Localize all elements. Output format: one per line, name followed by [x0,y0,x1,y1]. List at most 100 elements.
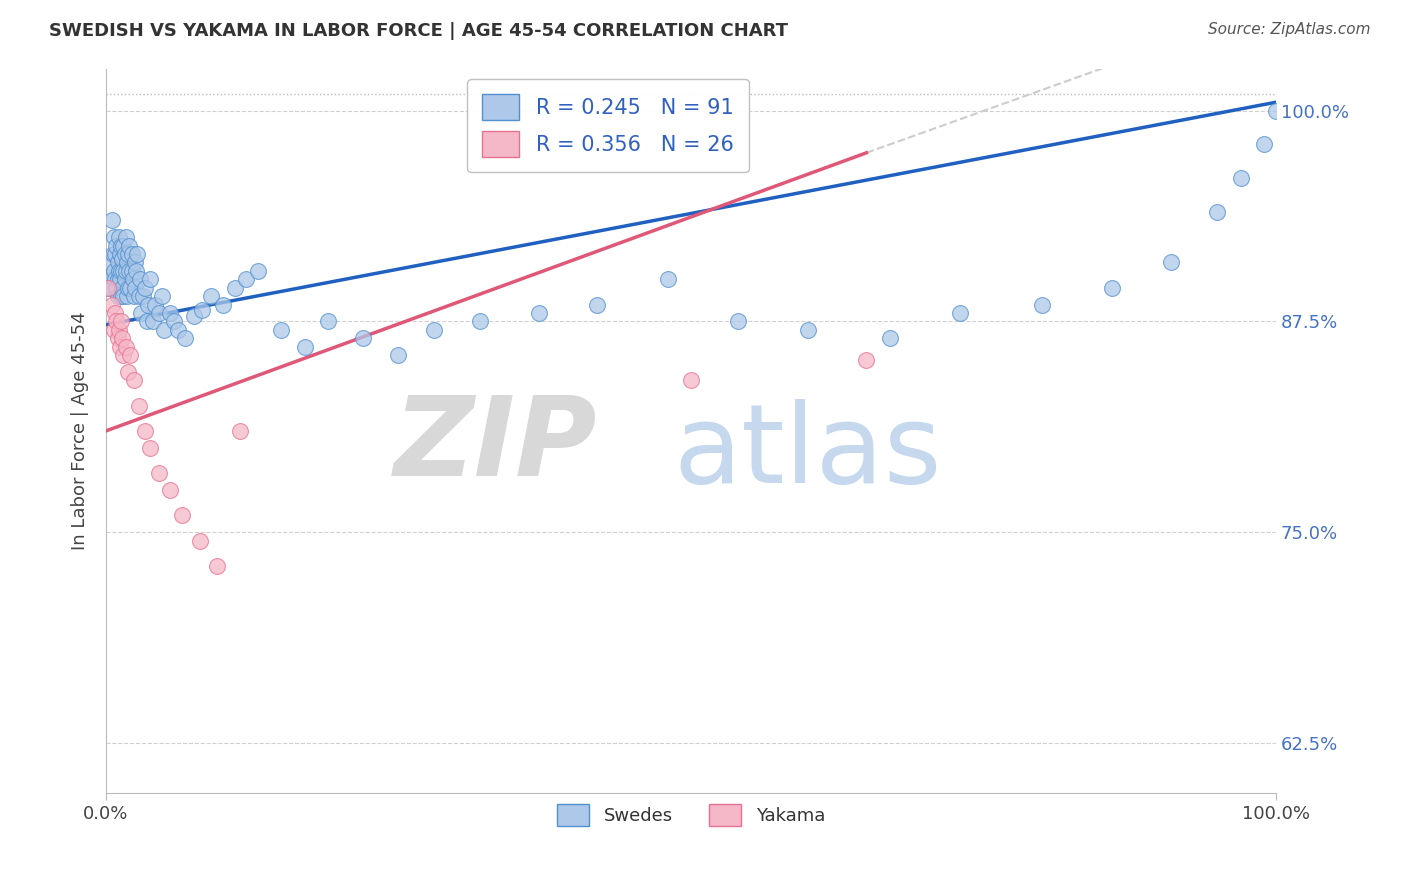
Point [163,314,186,328]
Point [121,272,143,286]
Point [586,297,609,311]
Point [855,353,877,368]
Point [117,365,139,379]
Point [117,280,139,294]
Point [111,331,134,345]
Point [107,331,129,345]
Point [1031,297,1053,311]
Point [727,314,749,328]
Point [136,297,159,311]
Point [122,289,145,303]
Point [112,238,135,252]
Point [97,280,120,294]
Point [135,314,157,328]
Point [107,230,129,244]
Point [470,314,492,328]
Point [212,297,235,311]
Point [1206,204,1229,219]
Point [679,373,702,387]
Point [153,323,176,337]
Point [128,399,150,413]
Point [167,323,190,337]
Point [105,238,128,252]
Point [104,306,127,320]
Point [114,340,136,354]
Point [108,272,131,286]
Text: ZIP: ZIP [394,392,598,499]
Point [98,255,121,269]
Point [107,272,129,286]
Point [1265,103,1288,118]
Point [103,264,125,278]
Point [159,306,181,320]
Point [148,306,170,320]
Point [657,272,679,286]
Point [387,348,409,362]
Point [111,252,134,266]
Point [100,297,122,311]
Point [247,264,270,278]
Point [200,289,222,303]
Point [879,331,901,345]
Point [110,238,132,252]
Text: atlas: atlas [673,400,942,506]
Point [114,272,136,286]
Text: SWEDISH VS YAKAMA IN LABOR FORCE | AGE 45-54 CORRELATION CHART: SWEDISH VS YAKAMA IN LABOR FORCE | AGE 4… [49,22,789,40]
Point [103,230,125,244]
Point [110,289,132,303]
Point [229,424,252,438]
Point [125,264,148,278]
Point [1101,280,1123,294]
Point [1160,255,1182,269]
Point [797,323,820,337]
Point [112,289,135,303]
Point [100,272,122,286]
Point [112,348,135,362]
Point [1230,171,1253,186]
Point [129,306,152,320]
Point [205,558,228,573]
Point [294,340,316,354]
Point [134,280,156,294]
Point [352,331,374,345]
Point [105,314,128,328]
Point [235,272,257,286]
Point [191,302,214,317]
Point [111,280,134,294]
Point [183,310,205,324]
Point [107,255,129,269]
Point [118,238,141,252]
Point [132,289,155,303]
Point [128,289,150,303]
Point [270,323,292,337]
Point [114,247,136,261]
Text: Source: ZipAtlas.com: Source: ZipAtlas.com [1208,22,1371,37]
Point [110,314,132,328]
Point [128,272,150,286]
Point [114,264,136,278]
Point [124,255,146,269]
Point [527,306,550,320]
Point [107,289,129,303]
Point [107,323,129,337]
Point [118,264,141,278]
Legend: Swedes, Yakama: Swedes, Yakama [548,795,834,835]
Point [110,264,132,278]
Point [142,314,165,328]
Point [114,230,136,244]
Point [120,280,142,294]
Point [949,306,972,320]
Point [127,247,149,261]
Point [117,247,139,261]
Point [107,264,129,278]
Point [101,247,124,261]
Point [120,348,142,362]
Point [115,289,138,303]
Point [188,533,211,548]
Point [134,424,156,438]
Point [170,508,193,523]
Point [316,314,339,328]
Point [150,289,173,303]
Point [148,466,170,480]
Point [139,441,162,455]
